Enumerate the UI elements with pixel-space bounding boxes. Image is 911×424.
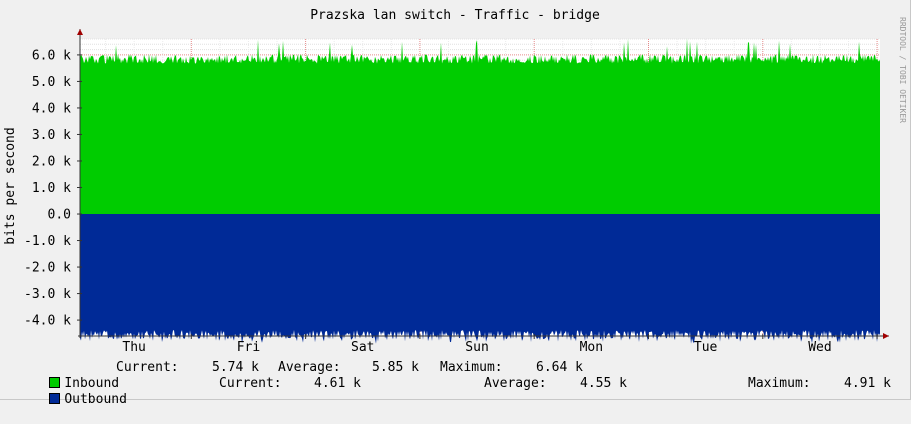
outbound-area	[80, 214, 880, 344]
y-tick-label: 6.0 k	[32, 48, 71, 63]
outbound-current-label: Current:	[219, 376, 282, 391]
inbound-current-value: 5.74 k	[212, 360, 259, 375]
outbound-maximum-label: Maximum:	[748, 376, 811, 391]
x-axis-arrow	[883, 333, 889, 339]
y-tick-label: 0.0	[48, 208, 71, 223]
y-tick-label: -4.0 k	[24, 314, 71, 329]
y-tick-label: -3.0 k	[24, 287, 71, 302]
x-tick-label: Sun	[465, 340, 488, 355]
y-axis-label: bits per second	[3, 127, 18, 244]
legend-inbound: Inbound	[18, 360, 119, 408]
y-axis-arrow	[77, 29, 83, 35]
inbound-maximum-label: Maximum:	[440, 360, 503, 375]
y-tick-label: -1.0 k	[24, 234, 71, 249]
areas	[80, 38, 880, 344]
y-tick-label: 5.0 k	[32, 75, 71, 90]
inbound-name: Inbound	[64, 376, 120, 391]
x-tick-label: Sat	[351, 340, 374, 355]
traffic-chart: Prazska lan switch - Traffic - bridge bi…	[3, 8, 907, 355]
outbound-current-value: 4.61 k	[314, 376, 361, 391]
graph-image: Prazska lan switch - Traffic - bridge bi…	[0, 0, 911, 407]
inbound-swatch	[49, 377, 61, 388]
legend-outbound: Outbound	[18, 376, 127, 424]
x-tick-label: Mon	[580, 340, 603, 355]
y-tick-label: 1.0 k	[32, 181, 71, 196]
x-tick-label: Fri	[237, 340, 260, 355]
outbound-maximum-value: 4.91 k	[844, 376, 891, 391]
outbound-average-label: Average:	[484, 376, 547, 391]
y-tick-label: 3.0 k	[32, 128, 71, 143]
axes	[77, 29, 889, 339]
inbound-area	[80, 38, 880, 215]
y-tick-label: 4.0 k	[32, 101, 71, 116]
watermark-text: RRDTOOL / TOBI OETIKER	[898, 17, 907, 123]
x-tick-label: Thu	[122, 340, 145, 355]
inbound-maximum-value: 6.64 k	[536, 360, 583, 375]
inbound-current-label: Current:	[116, 360, 179, 375]
x-tick-label: Tue	[694, 340, 718, 355]
inbound-average-value: 5.85 k	[372, 360, 419, 375]
outbound-average-value: 4.55 k	[580, 376, 627, 391]
inbound-average-label: Average:	[278, 360, 341, 375]
tick-labels: 6.0 k 5.0 k 4.0 k 3.0 k 2.0 k 1.0 k 0.0 -1.0 k -…	[24, 48, 832, 355]
y-tick-label: 2.0 k	[32, 154, 71, 169]
outbound-swatch	[49, 393, 61, 404]
x-tick-label: Wed	[808, 340, 831, 355]
chart-title: Prazska lan switch - Traffic - bridge	[310, 8, 600, 23]
y-tick-label: -2.0 k	[24, 261, 71, 276]
